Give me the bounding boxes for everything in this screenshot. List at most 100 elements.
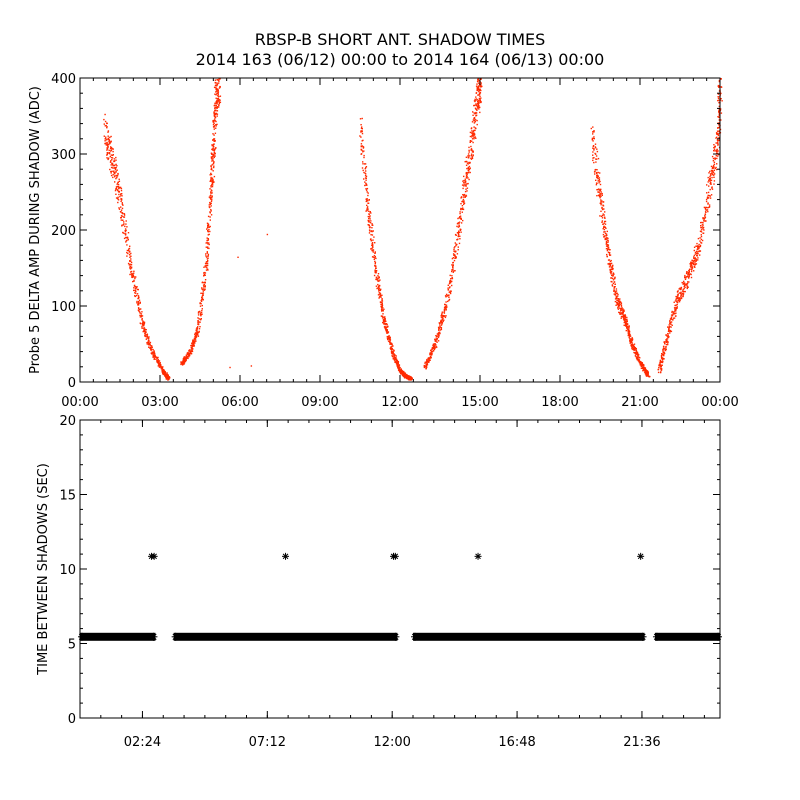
top-data-point [219, 85, 221, 88]
top-data-point [470, 157, 472, 159]
top-data-point [593, 149, 595, 151]
top-data-point [665, 346, 667, 348]
top-data-point [217, 89, 219, 92]
top-data-point [149, 343, 151, 345]
top-data-point [681, 281, 683, 284]
top-data-point [600, 204, 602, 206]
top-data-point [453, 270, 455, 272]
top-data-point [713, 176, 715, 178]
top-data-point [115, 186, 118, 188]
top-data-point [146, 343, 148, 345]
top-data-point [663, 354, 665, 357]
top-data-point [401, 373, 404, 375]
top-data-point [203, 286, 205, 288]
bottom-y-tick-label: 10 [59, 563, 76, 578]
top-data-point [429, 359, 431, 361]
top-data-point [433, 348, 435, 350]
top-data-point [366, 200, 368, 202]
top-data-point [696, 255, 699, 257]
top-data-point [459, 212, 461, 215]
top-data-point [216, 84, 219, 86]
top-data-point [370, 212, 372, 214]
top-data-point [381, 300, 384, 302]
top-data-point [133, 272, 135, 274]
top-data-point [453, 250, 455, 252]
top-data-point [620, 302, 623, 304]
top-data-point [441, 311, 443, 313]
top-data-point [680, 294, 682, 297]
top-data-point [701, 224, 704, 226]
top-data-point [480, 84, 482, 86]
top-data-point [606, 253, 608, 256]
top-data-point [382, 313, 384, 315]
top-data-point [398, 366, 401, 369]
top-data-point [199, 310, 201, 313]
top-data-point [205, 246, 207, 248]
top-data-point [459, 216, 461, 218]
top-data-point [205, 264, 207, 266]
top-data-point [454, 256, 457, 258]
top-data-point [192, 340, 195, 343]
top-data-point [445, 296, 447, 298]
top-data-point [684, 274, 686, 277]
top-x-tick-label: 00:00 [61, 395, 98, 410]
top-data-point [475, 111, 477, 114]
top-data-point [190, 346, 192, 349]
top-data-point [663, 351, 665, 353]
top-data-point [215, 100, 217, 103]
bottom-x-tick-label: 07:12 [249, 735, 286, 750]
top-data-point [210, 194, 212, 196]
top-data-point [361, 126, 363, 128]
top-data-point [166, 377, 169, 380]
top-data-point [596, 195, 598, 197]
top-data-point [204, 279, 207, 281]
top-data-point [213, 175, 216, 178]
top-data-point [186, 356, 188, 358]
top-data-point [134, 290, 137, 292]
top-data-point [703, 220, 705, 222]
top-data-point [714, 158, 716, 161]
top-data-point [120, 206, 122, 208]
top-data-point [620, 317, 622, 319]
top-data-point [635, 347, 637, 350]
top-data-point [468, 170, 470, 172]
top-data-point [640, 363, 642, 366]
top-data-point [372, 256, 375, 258]
top-data-point [211, 199, 213, 201]
top-data-point [597, 171, 599, 174]
top-data-point [381, 307, 383, 310]
top-data-point [593, 157, 595, 159]
top-data-point [201, 297, 203, 300]
top-data-point [212, 126, 215, 128]
top-data-point [689, 263, 691, 265]
top-data-point [164, 375, 166, 377]
top-data-point [675, 298, 677, 300]
top-data-point [445, 293, 448, 296]
top-data-point [384, 328, 387, 330]
top-data-point [641, 367, 643, 369]
top-data-point [136, 300, 138, 303]
top-data-point [213, 139, 215, 141]
top-data-point [371, 247, 373, 249]
top-data-point [595, 158, 597, 160]
top-data-point [620, 313, 622, 315]
top-data-point [362, 163, 364, 165]
top-data-point [374, 242, 376, 244]
top-data-point [718, 132, 720, 134]
top-data-point [209, 211, 211, 213]
top-data-point [382, 315, 384, 318]
top-data-point [680, 286, 683, 289]
top-data-point [135, 294, 138, 297]
top-data-point [211, 148, 214, 150]
top-data-point [665, 339, 667, 342]
top-data-point [163, 374, 166, 376]
top-data-point [635, 355, 637, 358]
top-data-point [472, 133, 474, 136]
top-data-point [381, 301, 383, 304]
top-data-point [613, 290, 615, 292]
top-data-point [386, 336, 388, 338]
top-data-point [669, 322, 672, 324]
top-data-point [713, 150, 715, 152]
top-data-point [479, 88, 481, 90]
top-data-point [692, 261, 695, 263]
